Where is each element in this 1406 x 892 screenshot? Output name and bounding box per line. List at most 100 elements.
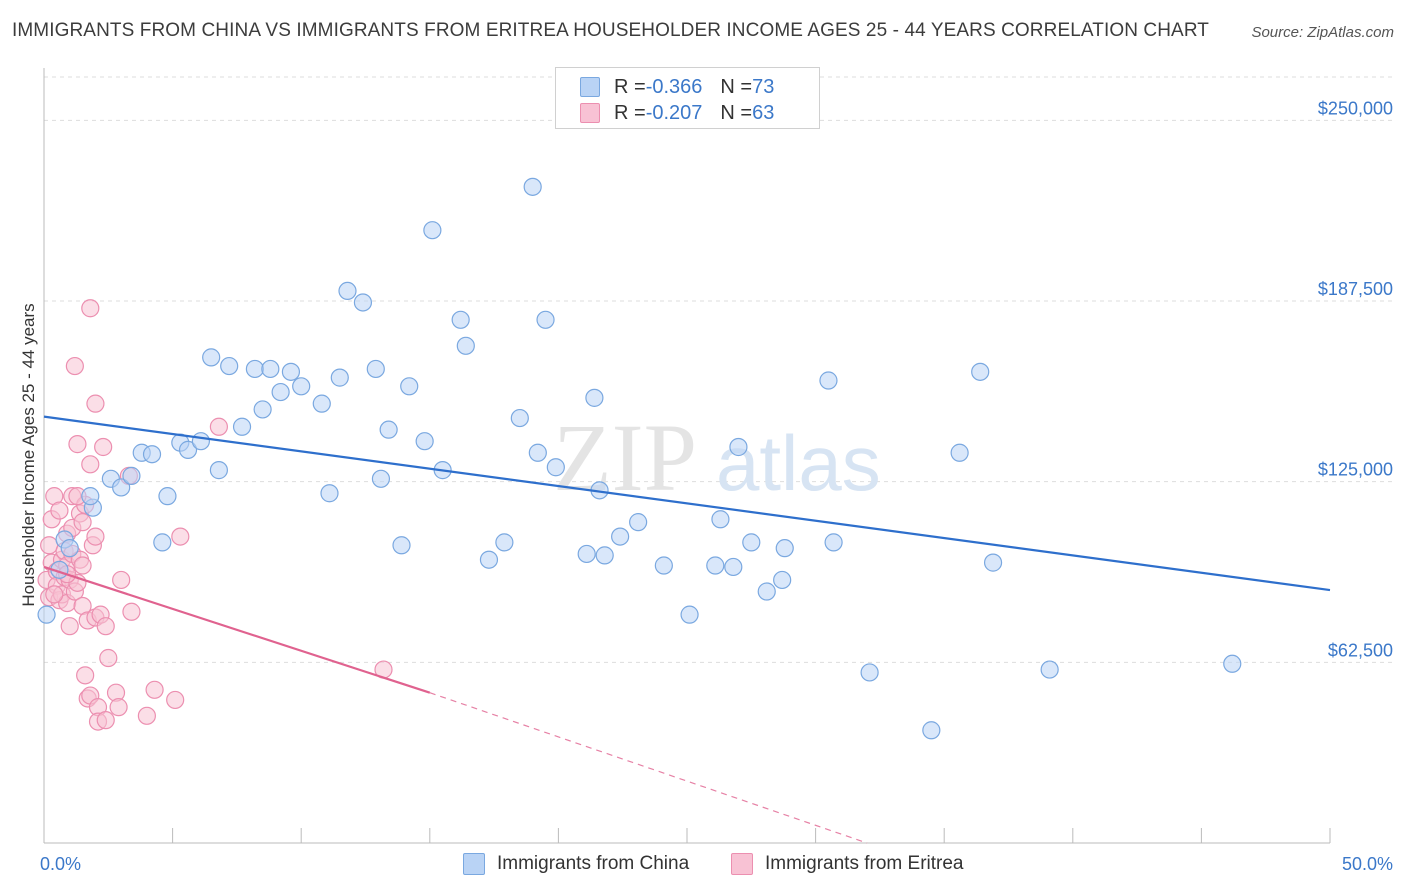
eritrea-point	[65, 356, 84, 376]
china-point	[456, 336, 475, 355]
y-tick-label: $187,500	[1318, 279, 1393, 299]
eritrea-point	[109, 698, 128, 717]
eritrea-point	[76, 666, 95, 685]
china-point	[595, 546, 614, 565]
legend-row-china: R = -0.366 N = 73	[580, 74, 774, 100]
china-point	[680, 605, 699, 624]
legend-n-value: 63	[752, 101, 775, 124]
china-point	[312, 394, 331, 413]
china-point	[423, 221, 442, 240]
x-tick-label: 0.0%	[40, 854, 81, 874]
china-point	[922, 721, 941, 740]
china-point	[112, 478, 131, 497]
eritrea-point	[99, 648, 118, 668]
china-point	[338, 281, 357, 301]
china-point	[202, 348, 221, 367]
china-point	[528, 443, 547, 462]
china-point	[232, 417, 252, 436]
china-point	[585, 388, 604, 407]
china-point	[824, 533, 843, 552]
eritrea-point	[96, 617, 115, 636]
x-tick-label: 50.0%	[1342, 854, 1393, 874]
eritrea-point	[94, 437, 113, 457]
eritrea-point	[112, 570, 131, 590]
china-point	[706, 556, 725, 575]
china-point	[253, 400, 272, 419]
eritrea-point	[73, 513, 92, 532]
trend-lines	[43, 415, 1331, 844]
legend-r-value: -0.207	[645, 101, 703, 124]
china-point	[191, 432, 210, 451]
y-axis-label: Householder Income Ages 25 - 44 years	[19, 303, 38, 606]
china-point	[451, 310, 470, 329]
china-point	[60, 539, 79, 558]
y-tick-label: $250,000	[1318, 98, 1393, 118]
china-point	[142, 445, 162, 464]
watermark-atlas: atlas	[716, 419, 881, 507]
china-point	[220, 356, 239, 376]
china-point	[479, 550, 499, 569]
china-point	[122, 466, 141, 485]
bottom-legend-china-label: Immigrants from China	[497, 853, 690, 874]
china-point	[415, 432, 434, 451]
eritrea-trend-extension	[429, 692, 868, 844]
china-point	[742, 533, 761, 552]
eritrea-point	[137, 706, 156, 725]
legend-n-value: 73	[752, 75, 775, 98]
legend-n-label: N =	[720, 75, 753, 98]
y-tick-label: $62,500	[1328, 640, 1393, 660]
eritrea-point	[122, 602, 141, 621]
china-point	[971, 362, 990, 381]
china-point	[178, 440, 198, 459]
china-point	[261, 359, 280, 379]
eritrea-point	[86, 527, 105, 546]
china-point	[271, 382, 290, 402]
china-point	[158, 487, 177, 506]
legend-r-value: -0.366	[645, 75, 703, 98]
china-point	[577, 544, 596, 564]
china-swatch	[463, 853, 485, 875]
china-point	[729, 437, 748, 457]
china-point	[983, 553, 1003, 572]
china-point	[245, 359, 265, 379]
china-point	[611, 527, 630, 546]
bottom-legend-eritrea-label: Immigrants from Eritrea	[765, 853, 964, 874]
china-point	[371, 469, 391, 488]
china-point	[353, 293, 373, 312]
china-point	[209, 461, 228, 480]
china-point	[281, 362, 301, 381]
eritrea-point	[40, 536, 59, 555]
legend-r-label: R =	[614, 101, 646, 124]
eritrea-swatch	[580, 103, 600, 123]
china-point	[950, 443, 969, 462]
china-point	[775, 539, 794, 558]
china-point	[654, 556, 673, 575]
eritrea-point	[145, 680, 164, 699]
china-point	[392, 536, 411, 555]
legend-r-label: R =	[614, 75, 646, 98]
eritrea-point	[86, 394, 105, 413]
china-point	[523, 177, 542, 196]
bottom-legend-eritrea: Immigrants from Eritrea	[731, 852, 963, 876]
china-point	[366, 359, 385, 379]
china-point	[330, 368, 349, 387]
legend-n-label: N =	[720, 101, 753, 124]
eritrea-point	[96, 711, 115, 730]
china-point	[536, 310, 555, 329]
china-point	[379, 420, 398, 439]
china-point	[153, 533, 172, 552]
china-point	[724, 557, 743, 577]
china-point	[37, 605, 56, 624]
watermark: ZIP atlas	[553, 404, 881, 511]
china-point	[320, 484, 339, 503]
correlation-legend: R = -0.366 N = 73 R = -0.207 N = 63	[555, 67, 820, 129]
eritrea-point	[171, 527, 190, 546]
china-point	[773, 570, 792, 590]
eritrea-point	[81, 299, 100, 318]
china-point	[510, 408, 529, 428]
eritrea-trend-line	[43, 565, 431, 694]
chart-title: IMMIGRANTS FROM CHINA VS IMMIGRANTS FROM…	[12, 20, 1210, 41]
china-swatch	[580, 77, 600, 97]
eritrea-point	[81, 455, 100, 474]
eritrea-point	[60, 617, 79, 636]
